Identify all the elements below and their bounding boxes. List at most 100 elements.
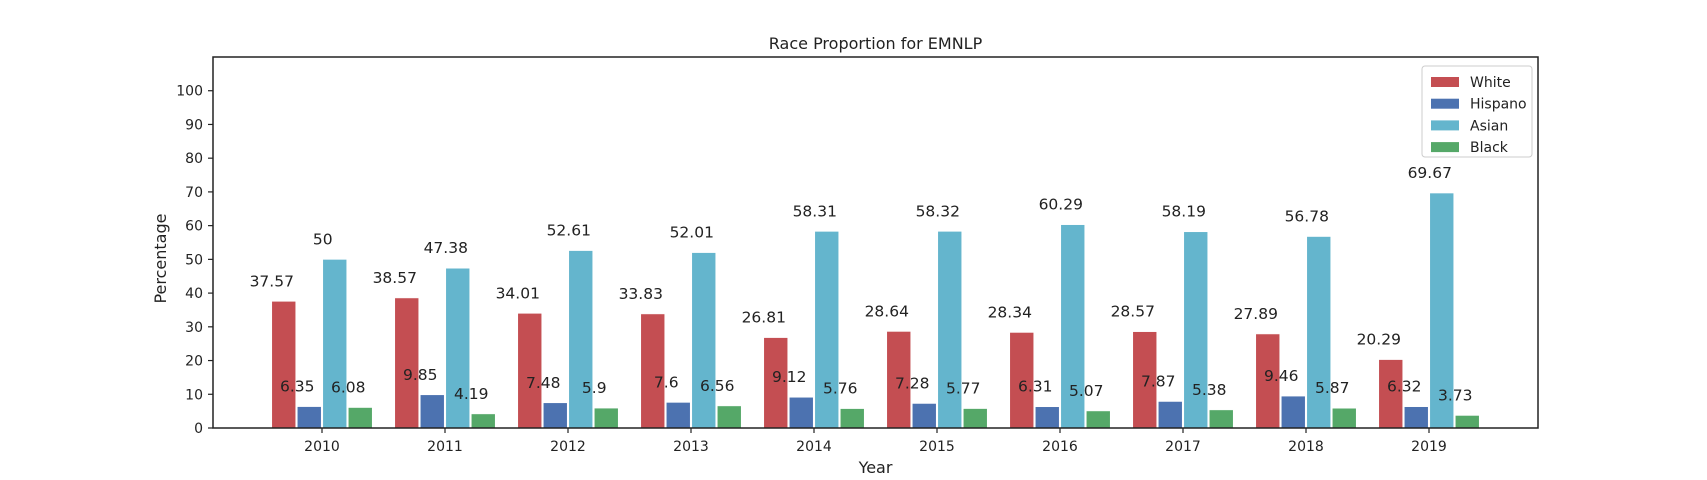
y-tick-label: 90 — [185, 117, 203, 133]
bar-hispano-2017 — [1157, 401, 1183, 429]
data-label-white-2016: 28.34 — [988, 303, 1032, 321]
y-axis: 0 10 20 30 40 50 60 70 80 90 100 — [176, 84, 213, 437]
data-label-black-2017: 5.38 — [1192, 381, 1227, 399]
data-label-hispano-2018: 9.46 — [1264, 367, 1299, 385]
legend-box — [1421, 65, 1533, 158]
data-label-white-2014: 26.81 — [742, 309, 786, 327]
x-tick-label: 2013 — [673, 439, 709, 455]
data-label-asian-2011: 47.38 — [424, 239, 468, 257]
y-tick-label: 40 — [185, 286, 203, 302]
bar-asian-2017 — [1183, 231, 1209, 429]
bar-black-2014 — [839, 408, 865, 429]
data-label-black-2012: 5.9 — [582, 379, 607, 397]
legend-label-asian: Asian — [1470, 118, 1508, 134]
bar-hispano-2019 — [1403, 406, 1429, 429]
legend-swatch-white — [1431, 77, 1459, 87]
bar-asian-2012 — [568, 250, 594, 429]
legend-label-hispano: Hispano — [1470, 97, 1527, 113]
data-label-hispano-2017: 7.87 — [1141, 372, 1176, 390]
data-label-asian-2012: 52.61 — [547, 222, 591, 240]
bar-black-2010 — [347, 407, 373, 429]
bar-hispano-2014 — [788, 396, 814, 429]
y-tick-label: 70 — [185, 185, 203, 201]
data-label-white-2010: 37.57 — [250, 272, 294, 290]
data-label-white-2015: 28.64 — [865, 302, 909, 320]
y-tick-label: 20 — [185, 354, 203, 370]
bar-hispano-2018 — [1280, 395, 1306, 429]
data-label-asian-2018: 56.78 — [1285, 207, 1329, 225]
x-tick-label: 2010 — [304, 439, 340, 455]
data-label-white-2018: 27.89 — [1234, 305, 1278, 323]
data-labels-layer: 37.57 6.35 50 6.08 38.57 9.85 47.38 4.19 34.01 7.… — [250, 164, 1473, 404]
bar-black-2016 — [1085, 410, 1111, 429]
x-tick-label: 2014 — [796, 439, 832, 455]
data-label-asian-2017: 58.19 — [1162, 203, 1206, 221]
bar-white-2015 — [886, 331, 912, 429]
bars-layer — [271, 192, 1480, 429]
bar-asian-2011 — [445, 267, 471, 429]
data-label-black-2015: 5.77 — [946, 380, 981, 398]
x-tick-label: 2011 — [427, 439, 463, 455]
data-label-black-2014: 5.76 — [823, 380, 858, 398]
data-label-asian-2015: 58.32 — [916, 202, 960, 220]
bar-black-2019 — [1454, 415, 1480, 429]
legend-label-black: Black — [1470, 140, 1509, 156]
data-label-hispano-2015: 7.28 — [895, 374, 930, 392]
x-tick-label: 2018 — [1288, 439, 1324, 455]
data-label-black-2010: 6.08 — [331, 378, 366, 396]
data-label-hispano-2016: 6.31 — [1018, 378, 1053, 396]
bar-hispano-2013 — [665, 402, 691, 429]
x-tick-label: 2016 — [1042, 439, 1078, 455]
bar-white-2013 — [640, 313, 666, 429]
bar-white-2011 — [394, 297, 420, 429]
bar-white-2014 — [763, 337, 789, 429]
y-tick-label: 30 — [185, 320, 203, 336]
x-tick-label: 2019 — [1411, 439, 1447, 455]
bar-white-2012 — [517, 312, 543, 429]
bar-black-2017 — [1208, 409, 1234, 429]
bar-asian-2014 — [814, 231, 840, 429]
y-tick-label: 0 — [194, 421, 203, 437]
data-label-white-2019: 20.29 — [1357, 331, 1401, 349]
data-label-hispano-2011: 9.85 — [403, 366, 438, 384]
legend: White Hispano Asian Black — [1421, 65, 1533, 158]
bar-asian-2016 — [1060, 224, 1086, 429]
legend-label-white: White — [1470, 75, 1511, 91]
y-tick-label: 100 — [176, 84, 203, 100]
x-tick-label: 2012 — [550, 439, 586, 455]
bar-hispano-2010 — [296, 406, 322, 429]
data-label-hispano-2012: 7.48 — [526, 374, 561, 392]
data-label-asian-2016: 60.29 — [1039, 196, 1083, 214]
bar-asian-2019 — [1429, 192, 1455, 429]
data-label-asian-2010: 50 — [313, 230, 333, 248]
bar-asian-2018 — [1306, 236, 1332, 429]
chart-title: Race Proportion for EMNLP — [769, 34, 983, 53]
bar-white-2017 — [1132, 331, 1158, 429]
bar-black-2015 — [962, 408, 988, 429]
data-label-black-2018: 5.87 — [1315, 379, 1350, 397]
x-tick-label: 2017 — [1165, 439, 1201, 455]
bar-white-2016 — [1009, 332, 1035, 429]
bar-hispano-2012 — [542, 402, 568, 429]
bar-black-2018 — [1331, 407, 1357, 429]
legend-swatch-hispano — [1431, 98, 1459, 109]
data-label-white-2017: 28.57 — [1111, 303, 1155, 321]
plot-frame — [212, 56, 1539, 429]
data-label-hispano-2013: 7.6 — [654, 373, 679, 391]
data-label-white-2012: 34.01 — [496, 284, 540, 302]
y-axis-title: Percentage — [151, 213, 170, 303]
data-label-hispano-2010: 6.35 — [280, 378, 315, 396]
y-tick-label: 10 — [185, 387, 203, 403]
data-label-black-2011: 4.19 — [454, 385, 489, 403]
bar-asian-2013 — [691, 252, 717, 429]
bar-asian-2010 — [322, 259, 348, 429]
data-label-white-2011: 38.57 — [373, 269, 417, 287]
bar-white-2010 — [271, 300, 297, 429]
legend-swatch-asian — [1431, 120, 1459, 131]
y-tick-label: 50 — [185, 252, 203, 268]
data-label-asian-2013: 52.01 — [670, 224, 714, 242]
legend-swatch-black — [1431, 142, 1459, 153]
data-label-hispano-2019: 6.32 — [1387, 378, 1422, 396]
bar-black-2011 — [470, 413, 496, 429]
